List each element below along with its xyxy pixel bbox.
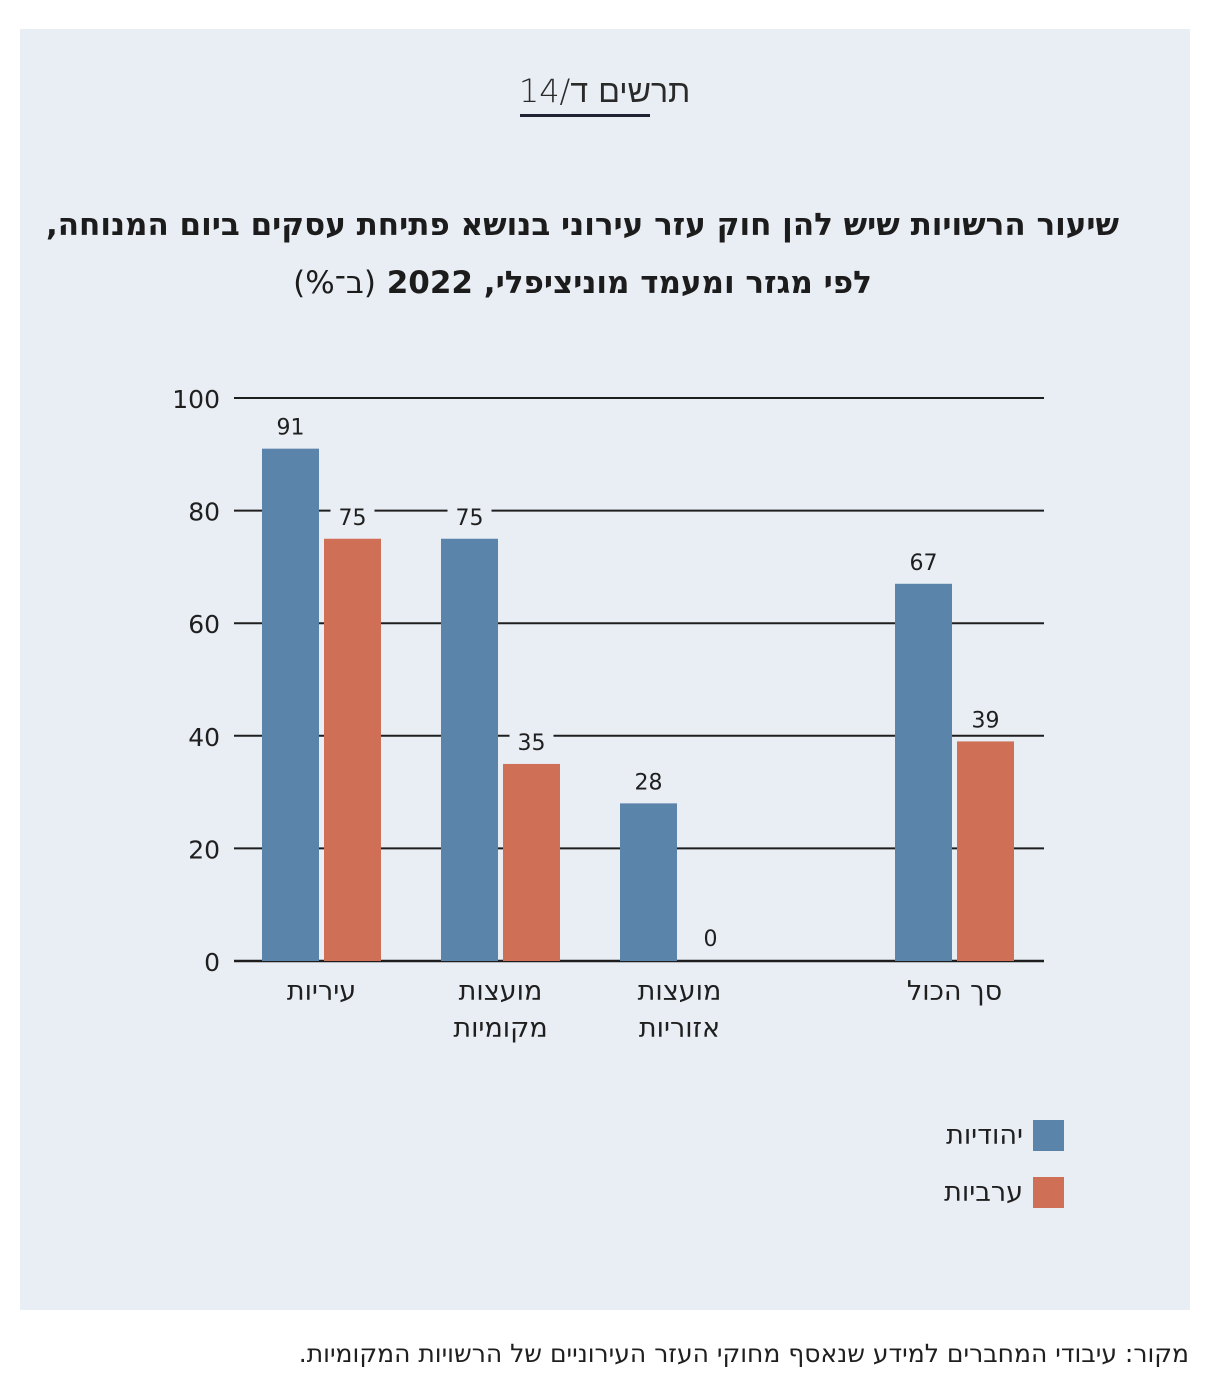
bar-jewish-1 [441,538,498,961]
y-tick-label: 100 [172,385,220,414]
legend-label-jewish: יהודיות [946,1120,1023,1151]
y-tick-label: 60 [188,610,220,639]
category-label: מועצות [638,976,722,1007]
bar-value-label: 35 [518,731,546,756]
legend-swatch-jewish [1033,1120,1064,1151]
legend-item-jewish: יהודיות [946,1120,1064,1151]
bar-jewish-3 [895,583,952,961]
category-label: סך הכול [907,976,1002,1007]
chart-title-main: שיעור הרשויות שיש להן חוק עזר עירוני בנו… [45,207,1120,301]
source-note: מקור: עיבודי המחברים למידע שנאסף מחוקי ה… [298,1339,1189,1368]
bar-chart: 0 20 40 60 80 100 91 75 28 67 75 35 0 39 עיריות מועצות מ… [172,385,1044,1044]
value-label-background [626,766,671,797]
legend-swatch-arab [1033,1177,1064,1208]
value-label-background [688,923,733,953]
bar-value-label: 75 [456,506,484,531]
y-tick-label: 40 [188,723,220,752]
chart-title: שיעור הרשויות שיש להן חוק עזר עירוני בנו… [40,196,1125,312]
bar-jewish-2 [620,803,677,961]
figure-label: תרשים ד/14 [518,72,691,110]
y-tick-label: 20 [188,835,220,864]
y-tick-label: 80 [188,498,220,527]
category-label: עיריות [287,976,356,1007]
value-label-background [330,501,375,532]
category-label: אזוריות [639,1013,720,1044]
value-label-background [447,501,492,532]
bar-jewish-0 [262,448,319,961]
chart-title-unit: (ב־%) [293,265,376,301]
bar-value-label: 67 [910,551,938,576]
y-tick-label: 0 [204,948,220,977]
value-label-background [509,726,554,757]
legend-item-arab: ערביות [944,1177,1064,1208]
value-label-background [963,704,1008,735]
category-label: מועצות [459,976,543,1007]
title-divider [520,114,650,117]
bar-arab-1 [503,763,560,961]
bar-value-label: 75 [339,506,367,531]
value-label-background [268,411,313,442]
bar-arab-3 [957,741,1014,961]
bar-value-label: 39 [972,708,1000,733]
legend-label-arab: ערביות [944,1177,1023,1208]
category-label: מקומיות [453,1013,547,1044]
bar-arab-0 [324,538,381,961]
chart-panel [20,29,1190,1310]
value-label-background [901,546,946,577]
bar-value-label: 0 [704,927,718,952]
bar-value-label: 28 [635,770,663,795]
bar-value-label: 91 [277,416,305,441]
